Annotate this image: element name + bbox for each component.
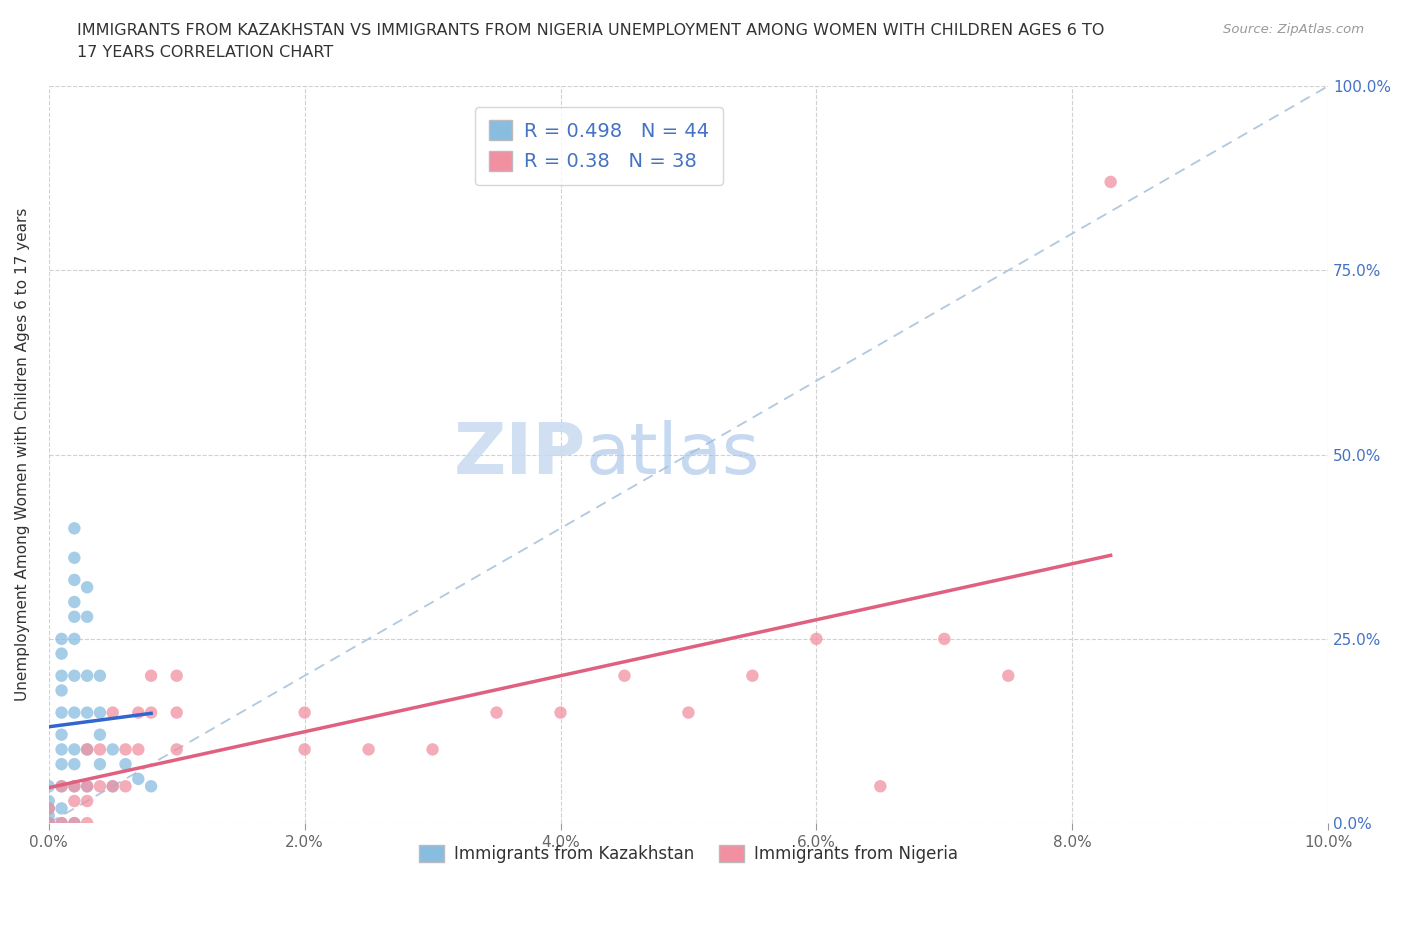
Point bbox=[51, 742, 73, 757]
Point bbox=[76, 742, 98, 757]
Point bbox=[63, 793, 86, 808]
Point bbox=[166, 669, 188, 684]
Point bbox=[294, 705, 316, 720]
Point bbox=[63, 742, 86, 757]
Point bbox=[869, 778, 891, 793]
Point bbox=[63, 778, 86, 793]
Point bbox=[51, 705, 73, 720]
Point bbox=[51, 816, 73, 830]
Point bbox=[485, 705, 508, 720]
Point bbox=[294, 742, 316, 757]
Point bbox=[76, 705, 98, 720]
Point bbox=[550, 705, 572, 720]
Point bbox=[166, 705, 188, 720]
Point bbox=[997, 669, 1019, 684]
Text: ZIP: ZIP bbox=[454, 420, 586, 489]
Point bbox=[89, 742, 111, 757]
Point bbox=[51, 757, 73, 772]
Point bbox=[51, 816, 73, 830]
Point bbox=[51, 801, 73, 816]
Point bbox=[357, 742, 380, 757]
Point bbox=[63, 669, 86, 684]
Point bbox=[38, 801, 60, 816]
Point bbox=[76, 609, 98, 624]
Point bbox=[139, 669, 162, 684]
Point bbox=[114, 742, 136, 757]
Point bbox=[89, 727, 111, 742]
Point bbox=[101, 778, 124, 793]
Point bbox=[76, 742, 98, 757]
Point bbox=[76, 579, 98, 594]
Point bbox=[51, 669, 73, 684]
Point bbox=[89, 705, 111, 720]
Text: IMMIGRANTS FROM KAZAKHSTAN VS IMMIGRANTS FROM NIGERIA UNEMPLOYMENT AMONG WOMEN W: IMMIGRANTS FROM KAZAKHSTAN VS IMMIGRANTS… bbox=[77, 23, 1105, 38]
Point bbox=[422, 742, 444, 757]
Point bbox=[63, 705, 86, 720]
Point bbox=[63, 631, 86, 646]
Point bbox=[38, 801, 60, 816]
Point bbox=[51, 683, 73, 698]
Point bbox=[76, 778, 98, 793]
Point bbox=[63, 609, 86, 624]
Point bbox=[127, 742, 149, 757]
Point bbox=[806, 631, 828, 646]
Point bbox=[63, 757, 86, 772]
Point bbox=[76, 669, 98, 684]
Point bbox=[38, 778, 60, 793]
Legend: Immigrants from Kazakhstan, Immigrants from Nigeria: Immigrants from Kazakhstan, Immigrants f… bbox=[412, 839, 965, 870]
Point bbox=[38, 816, 60, 830]
Point bbox=[63, 816, 86, 830]
Point bbox=[76, 778, 98, 793]
Point bbox=[51, 778, 73, 793]
Point bbox=[139, 705, 162, 720]
Point bbox=[1099, 175, 1122, 190]
Point bbox=[38, 793, 60, 808]
Point bbox=[678, 705, 700, 720]
Point bbox=[934, 631, 956, 646]
Point bbox=[89, 757, 111, 772]
Point bbox=[114, 757, 136, 772]
Point bbox=[51, 631, 73, 646]
Point bbox=[89, 778, 111, 793]
Point bbox=[38, 816, 60, 830]
Point bbox=[63, 594, 86, 609]
Point bbox=[101, 705, 124, 720]
Point bbox=[63, 573, 86, 588]
Point bbox=[127, 772, 149, 787]
Point bbox=[127, 705, 149, 720]
Point bbox=[89, 669, 111, 684]
Point bbox=[51, 646, 73, 661]
Point bbox=[51, 727, 73, 742]
Point bbox=[63, 521, 86, 536]
Point bbox=[114, 778, 136, 793]
Point bbox=[101, 742, 124, 757]
Point bbox=[63, 778, 86, 793]
Point bbox=[38, 816, 60, 830]
Point bbox=[613, 669, 636, 684]
Text: 17 YEARS CORRELATION CHART: 17 YEARS CORRELATION CHART bbox=[77, 45, 333, 60]
Point bbox=[51, 778, 73, 793]
Text: atlas: atlas bbox=[586, 420, 761, 489]
Point bbox=[76, 793, 98, 808]
Y-axis label: Unemployment Among Women with Children Ages 6 to 17 years: Unemployment Among Women with Children A… bbox=[15, 208, 30, 701]
Point bbox=[139, 778, 162, 793]
Point bbox=[76, 816, 98, 830]
Point bbox=[63, 816, 86, 830]
Point bbox=[63, 551, 86, 565]
Point bbox=[741, 669, 763, 684]
Point bbox=[101, 778, 124, 793]
Text: Source: ZipAtlas.com: Source: ZipAtlas.com bbox=[1223, 23, 1364, 36]
Point bbox=[38, 808, 60, 823]
Point bbox=[166, 742, 188, 757]
